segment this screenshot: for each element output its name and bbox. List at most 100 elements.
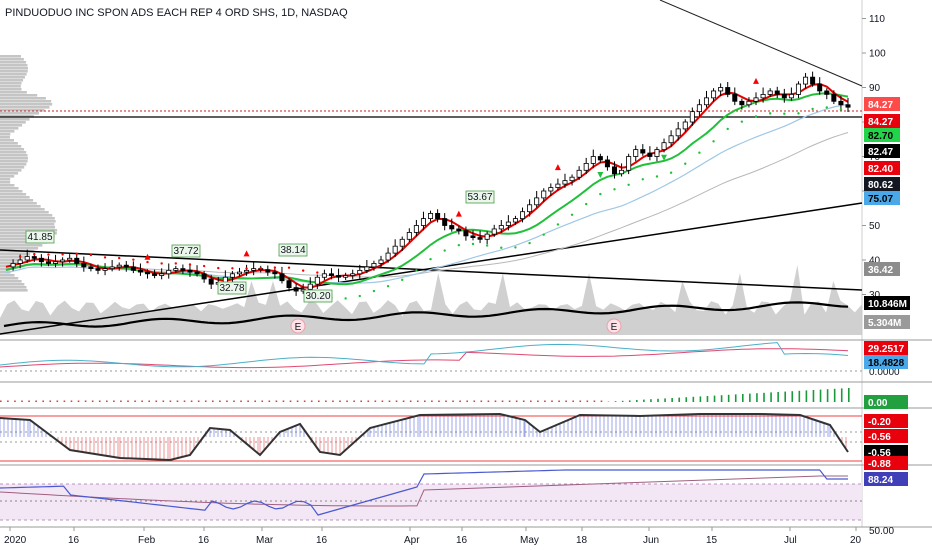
candle [251,261,257,276]
x-tick-label: Feb [138,535,156,546]
profile-bar [0,112,40,115]
candle-body-down [604,159,610,168]
x-tick-label: 16 [316,535,328,546]
buy-dot [599,192,602,196]
candle [314,274,320,289]
candle [505,215,511,231]
candle [88,264,94,272]
candle [265,265,271,276]
buy-dot [372,289,376,293]
x-tick-label: Apr [404,535,420,546]
osc2-bar [141,400,143,402]
osc2-bar [120,400,122,402]
osc2-bar [197,400,200,402]
candle [689,107,695,126]
osc4-main-line [0,469,848,516]
profile-bar [0,76,25,79]
osc2-bar [586,400,589,402]
profile-bar [0,109,45,112]
candle [364,260,370,274]
osc2-bar [0,400,2,402]
osc2-bar [487,400,490,402]
earnings-marker [606,318,622,334]
price-badge-bg [864,315,910,329]
osc2-bar [473,400,476,402]
candle-body-down [831,94,837,102]
candle-body-up [661,142,667,150]
profile-bar [0,103,53,106]
candle-body-down [38,257,44,263]
profile-bar [0,94,38,97]
candle [463,226,469,241]
trend-lines [0,0,863,335]
volume-profile [0,55,58,292]
profile-bar [0,193,27,196]
sell-dot [217,266,220,270]
candle-body-up [675,128,681,137]
profile-bar [0,124,23,127]
candle [286,277,292,292]
candle-body-up [512,218,518,223]
buy-dot [712,140,715,143]
profile-bar [0,262,19,265]
sell-dot [245,267,248,270]
candle-body-down [774,90,780,95]
buy-dot [698,151,701,154]
annotation-label: 30.20 [305,291,330,302]
candle [336,268,342,283]
candle [321,269,327,281]
candle-body-down [130,266,136,271]
trend-line-rising [0,202,863,335]
profile-bar [0,283,25,286]
y-tick-label: 110 [869,14,885,25]
profile-bar [0,148,25,151]
price-badge-bg [864,161,900,175]
candle-body-down [293,287,299,292]
osc2-bar [219,400,221,402]
osc-badge-bg [864,395,908,409]
osc2-bar [381,400,384,402]
osc2-bar [614,401,617,402]
earnings-marker-label: E [611,322,618,333]
annotation-label: 32.78 [219,283,244,294]
sell-dot [174,262,178,265]
candle [703,90,709,108]
osc2-bar [395,400,398,402]
sell-dot [75,252,78,255]
profile-bar [0,226,56,229]
candle-body-up [166,269,172,275]
osc2-bar [296,400,299,402]
candle-body-up [321,273,327,278]
sell-dot [33,252,36,256]
candle-body-down [74,257,80,264]
candle [208,274,214,289]
buy-dot [655,175,659,178]
candle-body-up [703,97,709,106]
buy-dot [556,223,560,226]
signal-triangle-sell [455,210,462,217]
osc4-tick-label: 50.00 [869,526,894,537]
candle [555,178,561,191]
candle [166,263,172,279]
osc2-bar [501,400,504,402]
candle [244,264,250,276]
profile-bar [0,160,28,163]
osc-badge-bg [864,341,908,355]
candle [562,173,568,188]
sell-dot [202,264,206,268]
candle-body-down [88,266,94,270]
x-tick-label: Jul [784,535,797,546]
candle-body-down [838,100,844,106]
osc2-bar [720,395,723,402]
profile-bar [0,82,22,85]
candle [145,269,151,279]
profile-bar [0,223,55,226]
candle [236,267,243,277]
candle [392,239,398,257]
profile-bar [0,289,28,292]
osc-badge-label: 29.2517 [868,344,905,355]
candle-body-up [364,266,370,271]
profile-bar [0,259,23,262]
